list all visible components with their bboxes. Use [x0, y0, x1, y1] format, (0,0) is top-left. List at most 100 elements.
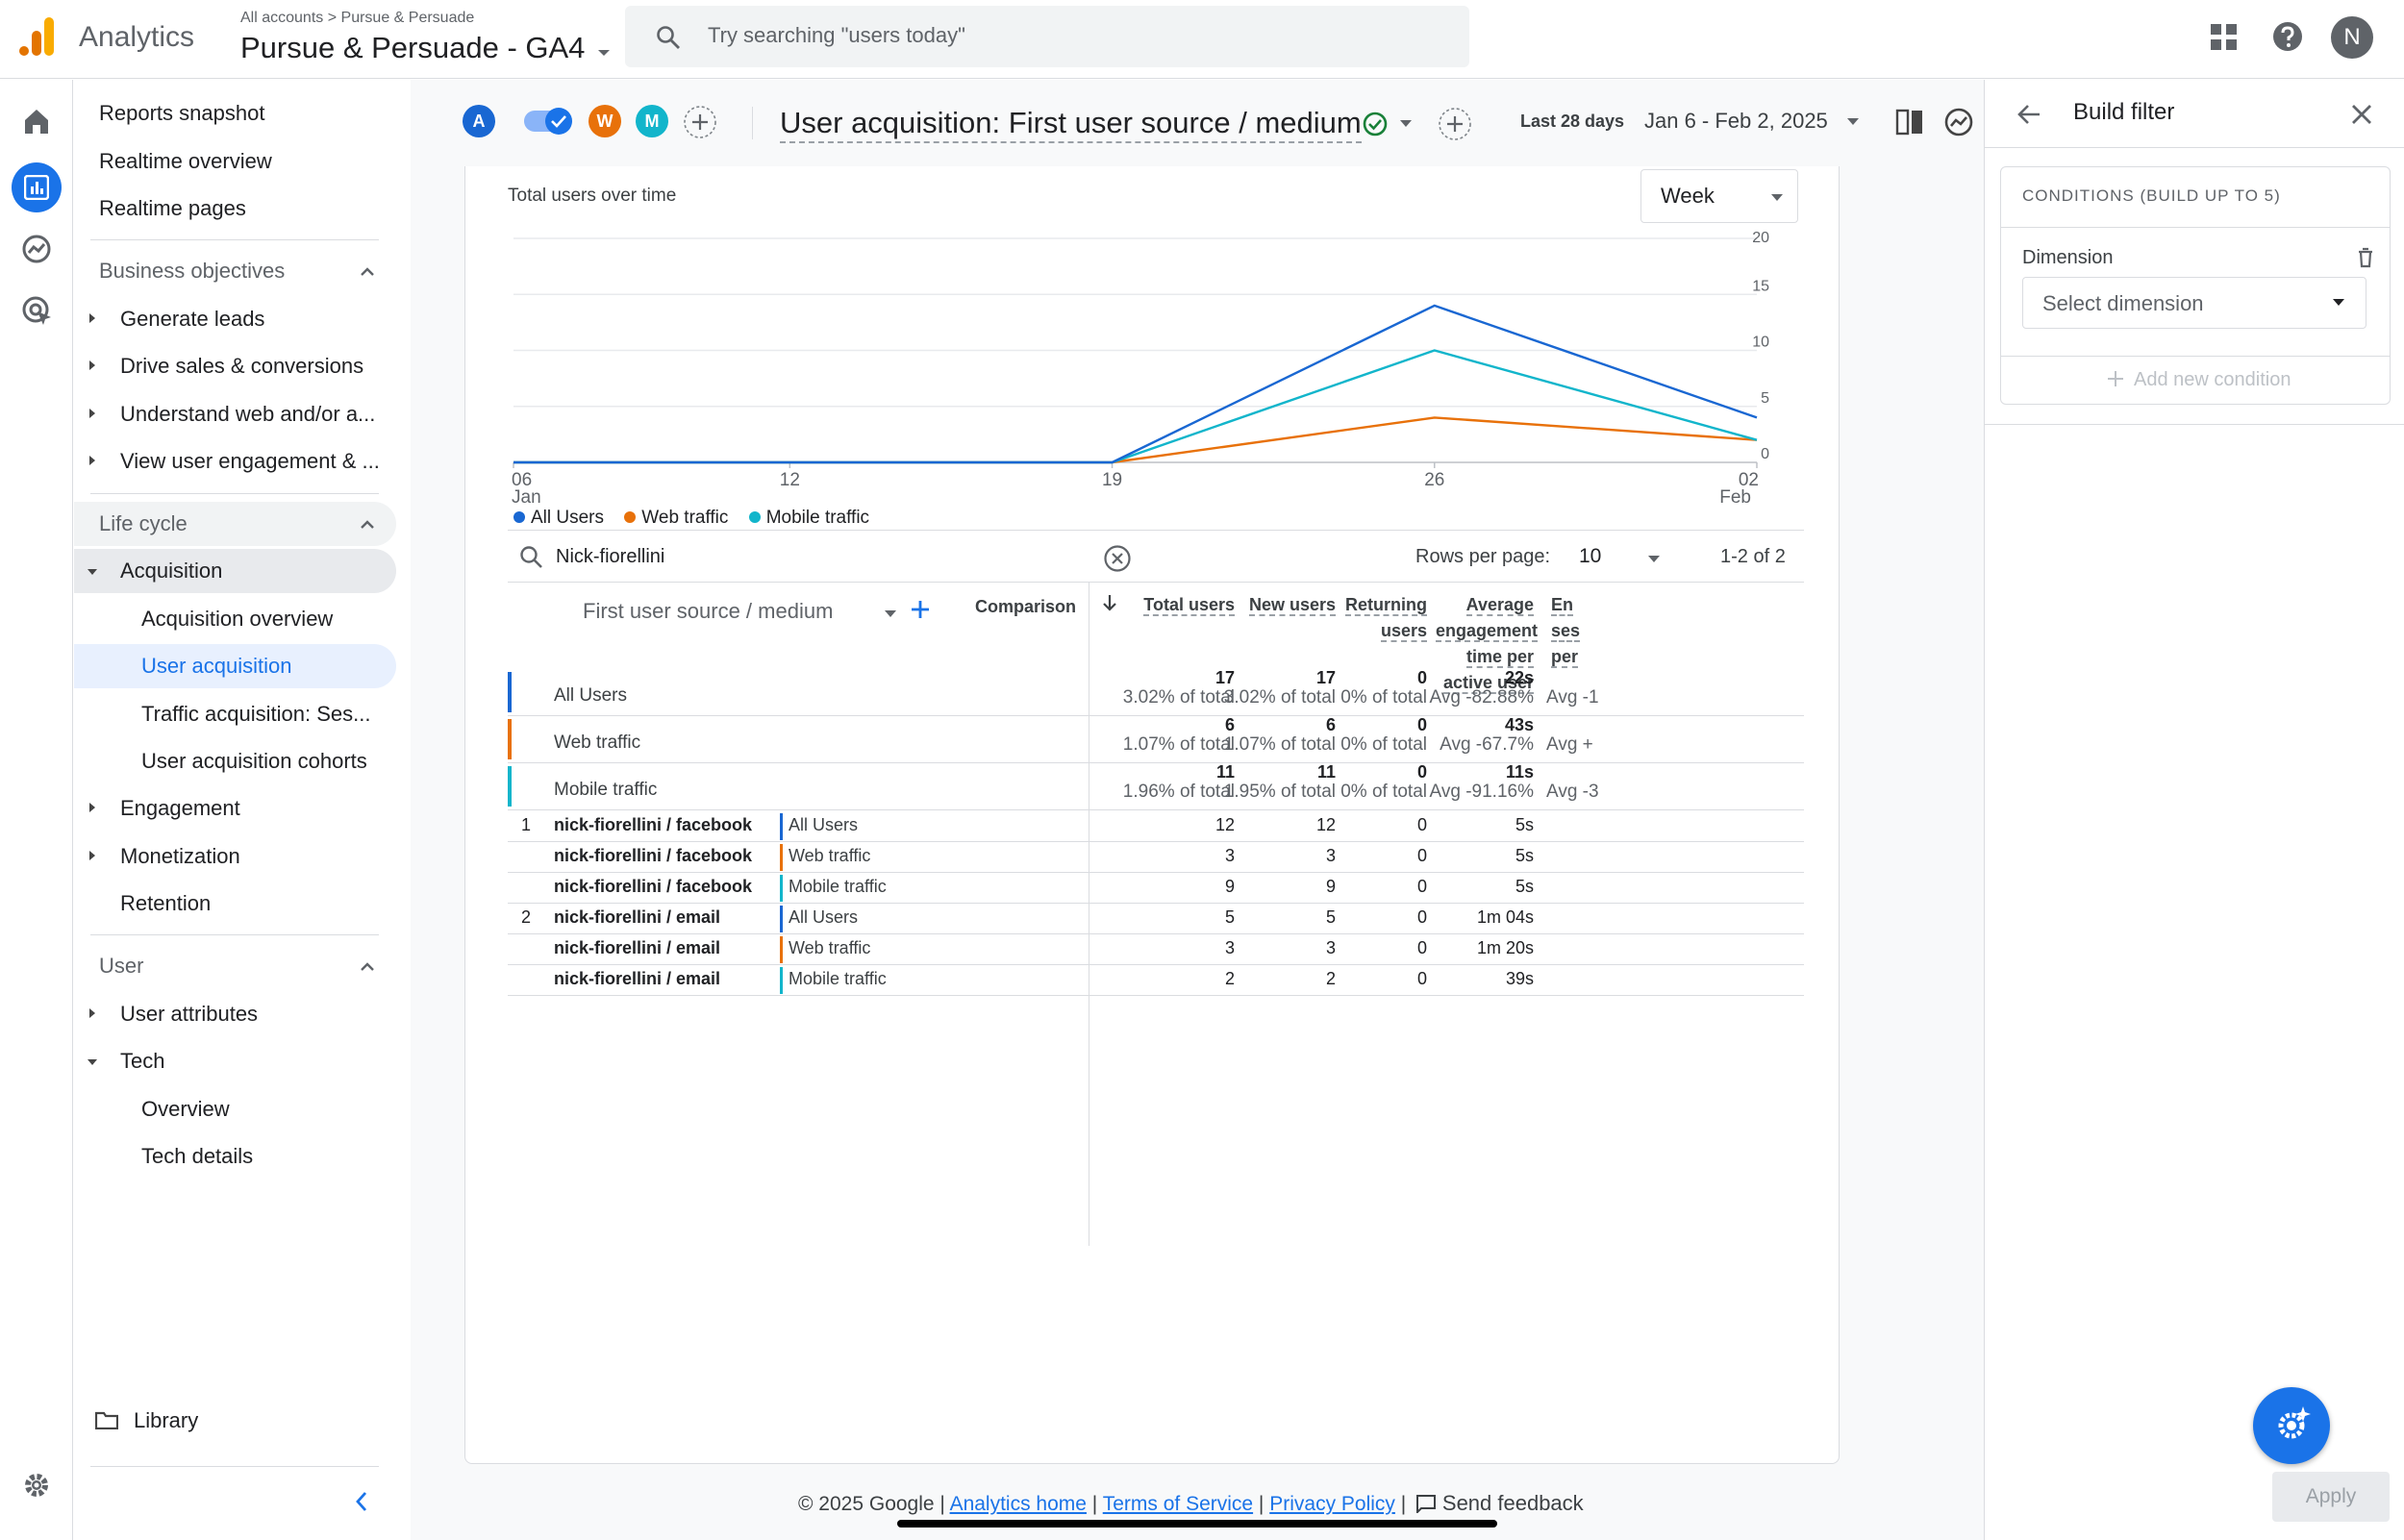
breadcrumb-all-accounts[interactable]: All accounts	[240, 10, 324, 26]
nav-retention[interactable]: Retention	[120, 891, 212, 915]
report-title[interactable]: User acquisition: First user source / me…	[780, 105, 1362, 143]
series-line-web-traffic[interactable]	[513, 416, 1758, 464]
interval-select[interactable]: Week	[1640, 169, 1798, 223]
apps-grid-icon[interactable]	[2210, 23, 2239, 52]
nav-generate-leads[interactable]: Generate leads	[120, 307, 265, 331]
row-dimension-value[interactable]: nick-fiorellini / email	[554, 907, 721, 927]
settings-gear-icon[interactable]	[21, 1470, 52, 1501]
property-selector[interactable]: Pursue & Persuade - GA4	[240, 31, 611, 65]
footer-analytics-home[interactable]: Analytics home	[949, 1493, 1087, 1515]
nav-user-attributes[interactable]: User attributes	[120, 1002, 259, 1026]
help-icon[interactable]	[2272, 21, 2303, 52]
nav-section-life-cycle[interactable]: Life cycle	[99, 511, 188, 535]
nav-acquisition[interactable]: Acquisition	[120, 559, 223, 583]
date-range-label[interactable]: Last 28 days	[1520, 112, 1625, 131]
sort-down-arrow-icon[interactable]	[1102, 594, 1117, 611]
compare-columns-icon[interactable]	[1895, 108, 1924, 137]
nav-drive-sales[interactable]: Drive sales & conversions	[120, 354, 364, 378]
add-comparison-icon[interactable]	[683, 105, 717, 139]
expand-arrow-icon[interactable]	[89, 456, 95, 465]
table-search-input[interactable]: Nick-fiorellini	[556, 546, 665, 567]
dimension-header[interactable]: First user source / medium	[583, 599, 834, 623]
search-input[interactable]: Try searching "users today"	[708, 23, 965, 47]
collapse-arrow-icon[interactable]	[88, 569, 97, 575]
metric-header[interactable]: Total users	[1104, 592, 1235, 618]
expand-arrow-icon[interactable]	[89, 360, 95, 370]
caret-down-icon[interactable]	[1846, 117, 1860, 127]
chevron-up-icon[interactable]	[360, 519, 375, 529]
nav-reports-snapshot[interactable]: Reports snapshot	[99, 101, 265, 125]
home-icon[interactable]	[21, 107, 52, 136]
nav-library[interactable]: Library	[134, 1408, 199, 1432]
series-line-all-users[interactable]	[513, 304, 1758, 464]
table-row[interactable]: 2 nick-fiorellini / email All Users 5 5 0 1m 0…	[508, 904, 1804, 933]
footer-terms[interactable]: Terms of Service	[1102, 1493, 1254, 1515]
metric-header[interactable]: En ses per	[1551, 592, 1594, 670]
collapse-nav-chevron-icon[interactable]	[355, 1491, 368, 1512]
nav-realtime-overview[interactable]: Realtime overview	[99, 149, 272, 173]
nav-user-acquisition[interactable]: User acquisition	[141, 654, 292, 678]
legend-mobile-traffic[interactable]: Mobile traffic	[765, 508, 870, 528]
collapse-arrow-icon[interactable]	[88, 1059, 97, 1065]
nav-user-acquisition-cohorts[interactable]: User acquisition cohorts	[141, 749, 367, 773]
caret-down-icon[interactable]	[1647, 555, 1661, 564]
table-row[interactable]: 1 nick-fiorellini / facebook All Users 12 12…	[508, 811, 1804, 841]
search-bar[interactable]: Try searching "users today"	[625, 6, 1469, 67]
expand-arrow-icon[interactable]	[89, 313, 95, 323]
date-range-value[interactable]: Jan 6 - Feb 2, 2025	[1644, 109, 1828, 133]
row-dimension-value[interactable]: nick-fiorellini / facebook	[554, 815, 753, 834]
metric-header[interactable]: Returning users	[1344, 592, 1427, 644]
comparison-chip-m[interactable]: M	[636, 105, 668, 137]
footer-privacy[interactable]: Privacy Policy	[1269, 1493, 1395, 1515]
nav-tech-details[interactable]: Tech details	[141, 1144, 254, 1168]
clear-search-icon[interactable]	[1103, 544, 1132, 573]
nav-tech[interactable]: Tech	[120, 1049, 165, 1073]
comparison-chip-w[interactable]: W	[588, 105, 621, 137]
expand-arrow-icon[interactable]	[89, 851, 95, 860]
close-icon[interactable]	[2350, 103, 2373, 126]
ask-assistant-fab[interactable]	[2253, 1387, 2330, 1464]
add-card-icon[interactable]	[1438, 107, 1472, 141]
account-avatar[interactable]: N	[2331, 16, 2373, 59]
table-row[interactable]: nick-fiorellini / facebook Mobile traffic…	[508, 873, 1804, 903]
apply-button[interactable]: Apply	[2272, 1472, 2390, 1522]
chevron-up-icon[interactable]	[360, 266, 375, 276]
insights-icon[interactable]	[1943, 107, 1974, 137]
expand-arrow-icon[interactable]	[89, 1008, 95, 1018]
expand-arrow-icon[interactable]	[89, 409, 95, 418]
nav-engagement[interactable]: Engagement	[120, 796, 240, 820]
row-dimension-value[interactable]: nick-fiorellini / facebook	[554, 846, 753, 865]
table-row[interactable]: nick-fiorellini / email Web traffic 3 3 0 1m …	[508, 934, 1804, 964]
send-feedback-button[interactable]: Send feedback	[1441, 1491, 1584, 1515]
analytics-logo-icon[interactable]	[19, 17, 56, 56]
nav-section-business-objectives[interactable]: Business objectives	[99, 259, 286, 283]
metric-header[interactable]: Average engagement time per active user	[1436, 592, 1539, 696]
metric-header[interactable]: New users	[1239, 592, 1336, 618]
table-row[interactable]: nick-fiorellini / facebook Web traffic 3 3 0…	[508, 842, 1804, 872]
horizontal-scrollbar[interactable]	[897, 1520, 1497, 1528]
nav-tech-overview[interactable]: Overview	[141, 1097, 230, 1121]
comparison-chip-a[interactable]: A	[463, 105, 495, 137]
nav-section-user[interactable]: User	[99, 954, 144, 978]
caret-down-icon[interactable]	[884, 609, 897, 619]
nav-monetization[interactable]: Monetization	[120, 844, 240, 868]
chevron-up-icon[interactable]	[360, 961, 375, 971]
explore-icon[interactable]	[21, 234, 52, 264]
add-condition-button[interactable]: Add new condition	[2107, 369, 2291, 391]
nav-traffic-acquisition[interactable]: Traffic acquisition: Ses...	[141, 702, 371, 726]
legend-web-traffic[interactable]: Web traffic	[641, 508, 729, 528]
legend-all-users[interactable]: All Users	[531, 508, 605, 528]
nav-understand-web[interactable]: Understand web and/or a...	[120, 402, 376, 426]
nav-view-user-engagement[interactable]: View user engagement & ...	[120, 449, 380, 473]
expand-arrow-icon[interactable]	[89, 803, 95, 812]
caret-down-icon[interactable]	[1399, 119, 1413, 129]
delete-trash-icon[interactable]	[2356, 246, 2375, 269]
advertising-icon[interactable]	[21, 295, 54, 328]
row-dimension-value[interactable]: nick-fiorellini / email	[554, 938, 721, 957]
reports-icon[interactable]	[12, 162, 62, 212]
back-arrow-icon[interactable]	[2016, 102, 2042, 127]
select-dimension-dropdown[interactable]: Select dimension	[2022, 277, 2366, 329]
rows-per-page-select[interactable]: 10	[1579, 545, 1602, 567]
nav-realtime-pages[interactable]: Realtime pages	[99, 196, 246, 220]
add-dimension-icon[interactable]	[910, 599, 931, 620]
